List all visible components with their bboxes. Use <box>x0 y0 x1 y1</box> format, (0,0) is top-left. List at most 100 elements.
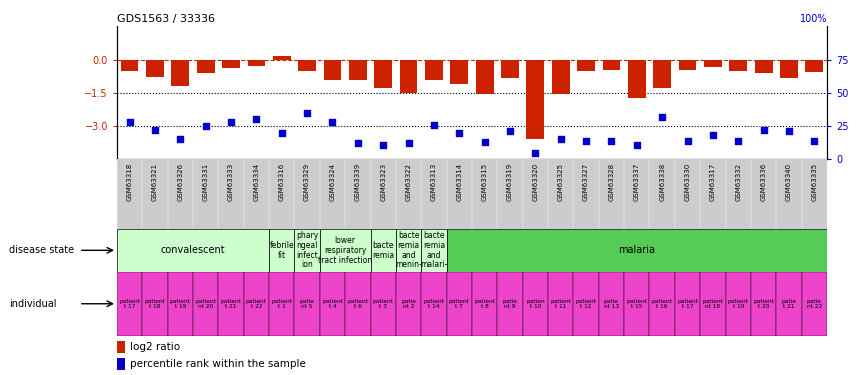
Text: patient
t 22: patient t 22 <box>246 298 267 309</box>
Bar <box>598 272 624 336</box>
Text: patie
nt 22: patie nt 22 <box>807 298 822 309</box>
Text: GSM63313: GSM63313 <box>431 163 437 201</box>
Bar <box>298 60 316 70</box>
Bar <box>142 272 168 336</box>
Text: GSM63327: GSM63327 <box>583 163 589 201</box>
Bar <box>146 60 164 77</box>
Text: individual: individual <box>9 299 56 309</box>
Bar <box>117 341 126 352</box>
Bar <box>653 60 671 88</box>
Bar <box>294 272 320 336</box>
Bar <box>751 272 776 336</box>
Text: phary
ngeal
infect
ion: phary ngeal infect ion <box>296 231 318 269</box>
Point <box>528 150 542 156</box>
Text: patient
t 1: patient t 1 <box>271 298 292 309</box>
Text: GSM63316: GSM63316 <box>279 163 285 201</box>
Point <box>503 128 517 134</box>
Bar <box>320 229 371 272</box>
Text: GSM63317: GSM63317 <box>710 163 716 201</box>
Bar <box>552 60 570 94</box>
Text: 100%: 100% <box>799 13 827 24</box>
Text: lower
respiratory
tract infection: lower respiratory tract infection <box>318 236 372 264</box>
Bar <box>497 272 523 336</box>
Bar <box>324 60 341 80</box>
Point <box>402 140 416 146</box>
Text: GSM63325: GSM63325 <box>558 163 564 201</box>
Bar <box>273 56 291 60</box>
Bar <box>346 272 371 336</box>
Point <box>376 142 390 148</box>
Text: patient
nt 18: patient nt 18 <box>702 298 723 309</box>
Text: GDS1563 / 33336: GDS1563 / 33336 <box>117 14 215 24</box>
Text: GSM63337: GSM63337 <box>634 163 640 201</box>
Bar <box>447 229 827 272</box>
Bar <box>374 60 392 88</box>
Text: GSM63339: GSM63339 <box>355 163 361 201</box>
Text: patie
t 21: patie t 21 <box>781 298 797 309</box>
Bar <box>117 358 126 370</box>
Bar <box>729 60 747 70</box>
Text: convalescent: convalescent <box>161 245 225 255</box>
Text: patient
t 15: patient t 15 <box>626 298 647 309</box>
Text: patient
t 8: patient t 8 <box>475 298 495 309</box>
Bar <box>294 229 320 272</box>
Bar <box>573 272 598 336</box>
Point <box>478 139 492 145</box>
Bar <box>780 60 798 78</box>
Point <box>198 123 213 129</box>
Point <box>757 127 771 133</box>
Point <box>173 136 187 142</box>
Point <box>148 127 162 133</box>
Text: patie
nt 9: patie nt 9 <box>502 298 518 309</box>
Point <box>301 110 314 116</box>
Bar <box>675 272 701 336</box>
Point <box>452 130 466 136</box>
Bar <box>320 272 346 336</box>
Point <box>604 138 618 144</box>
Text: log2 ratio: log2 ratio <box>130 342 180 352</box>
Bar <box>650 272 675 336</box>
Point <box>630 142 643 148</box>
Bar <box>117 272 142 336</box>
Bar <box>193 272 218 336</box>
Text: disease state: disease state <box>9 245 74 255</box>
Bar <box>197 60 215 73</box>
Point <box>553 136 567 142</box>
Bar <box>269 229 294 272</box>
Bar <box>523 272 548 336</box>
Text: GSM63333: GSM63333 <box>228 163 234 201</box>
Bar <box>371 229 396 272</box>
Text: GSM63330: GSM63330 <box>684 163 690 201</box>
Text: patient
t 6: patient t 6 <box>347 298 368 309</box>
Bar <box>776 272 802 336</box>
Text: GSM63326: GSM63326 <box>178 163 184 201</box>
Text: bacte
remia
and
malari-: bacte remia and malari- <box>420 231 448 269</box>
Text: GSM63334: GSM63334 <box>254 163 260 201</box>
Text: patient
t 14: patient t 14 <box>423 298 444 309</box>
Bar <box>704 60 721 67</box>
Bar <box>447 272 472 336</box>
Text: GSM63314: GSM63314 <box>456 163 462 201</box>
Text: GSM63328: GSM63328 <box>609 163 615 201</box>
Point <box>579 138 593 144</box>
Text: patie
nt 5: patie nt 5 <box>300 298 314 309</box>
Point <box>681 138 695 144</box>
Bar <box>475 60 494 94</box>
Bar <box>421 229 447 272</box>
Point <box>706 132 720 138</box>
Bar <box>624 272 650 336</box>
Text: GSM63321: GSM63321 <box>152 163 158 201</box>
Point <box>782 128 796 134</box>
Bar <box>802 272 827 336</box>
Bar <box>578 60 595 70</box>
Bar <box>349 60 366 80</box>
Text: percentile rank within the sample: percentile rank within the sample <box>130 359 306 369</box>
Bar <box>243 272 269 336</box>
Text: GSM63340: GSM63340 <box>786 163 792 201</box>
Text: patient
t 12: patient t 12 <box>576 298 597 309</box>
Text: patient
t 17: patient t 17 <box>677 298 698 309</box>
Bar <box>400 60 417 93</box>
Text: bacte
remia
and
menin-: bacte remia and menin- <box>395 231 422 269</box>
Text: patient
t 19: patient t 19 <box>727 298 749 309</box>
Bar <box>755 60 772 73</box>
